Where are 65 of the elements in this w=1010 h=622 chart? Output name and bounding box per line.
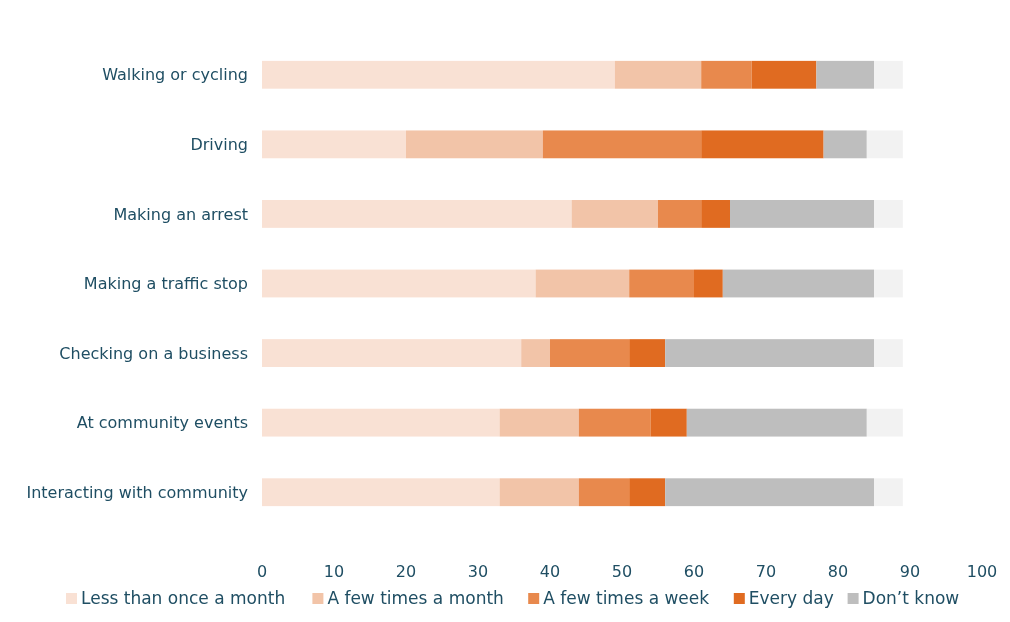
y-tick-label: Interacting with community: [26, 482, 248, 502]
bar: [262, 408, 500, 437]
bar: [874, 339, 903, 367]
bar: [629, 269, 694, 298]
bar: [874, 269, 903, 298]
y-tick-label: At community events: [76, 413, 248, 433]
bar: [866, 408, 903, 437]
bar: [866, 130, 903, 159]
bar: [658, 200, 702, 228]
bar: [550, 339, 630, 367]
legend-label: Less than once a month: [81, 588, 286, 608]
x-tick-label: 60: [683, 562, 705, 581]
bar: [578, 478, 630, 507]
bar: [874, 478, 903, 507]
x-tick-label: 90: [899, 562, 921, 581]
bar: [521, 339, 550, 367]
bar: [650, 408, 687, 437]
bar: [730, 200, 874, 228]
bar: [722, 269, 874, 298]
legend-label: A few times a month: [327, 588, 504, 608]
x-tick-label: 10: [323, 562, 345, 581]
x-tick-label: 30: [467, 562, 489, 581]
bar: [701, 130, 824, 159]
bar: [535, 269, 630, 298]
bar: [406, 130, 543, 159]
y-tick-label: Walking or cycling: [102, 65, 248, 85]
y-tick-label: Making an arrest: [113, 204, 248, 224]
x-tick-label: 70: [755, 562, 777, 581]
legend-label: A few times a week: [543, 588, 710, 608]
bar: [262, 200, 572, 228]
x-tick-label: 100: [966, 562, 998, 581]
bar: [665, 478, 874, 507]
bar: [629, 339, 666, 367]
x-tick-label: 40: [539, 562, 561, 581]
bar: [823, 130, 867, 159]
bar: [262, 269, 536, 298]
bar: [499, 478, 579, 507]
bar: [874, 200, 903, 228]
x-tick-label: 0: [256, 562, 268, 581]
x-tick-label: 80: [827, 562, 849, 581]
bar: [262, 339, 522, 367]
bar: [751, 60, 817, 89]
bar: [499, 408, 579, 437]
bar: [542, 130, 702, 159]
x-tick-label: 20: [395, 562, 417, 581]
bar: [629, 478, 666, 507]
bar: [262, 60, 615, 89]
x-tick-label: 50: [611, 562, 633, 581]
bar: [694, 269, 723, 298]
bar: [614, 60, 702, 89]
bar: [686, 408, 867, 437]
y-tick-label: Driving: [190, 134, 248, 154]
bar: [816, 60, 874, 89]
y-tick-label: Checking on a business: [59, 343, 248, 363]
bar: [701, 60, 752, 89]
bar: [665, 339, 874, 367]
legend-label: Every day: [748, 588, 834, 608]
legend-label: Don’t know: [862, 588, 960, 608]
bar: [874, 60, 903, 89]
bar: [262, 130, 406, 159]
bar: [262, 478, 500, 507]
bar: [701, 200, 730, 228]
bar: [578, 408, 651, 437]
bar: [571, 200, 658, 228]
y-tick-label: Making a traffic stop: [83, 274, 248, 294]
